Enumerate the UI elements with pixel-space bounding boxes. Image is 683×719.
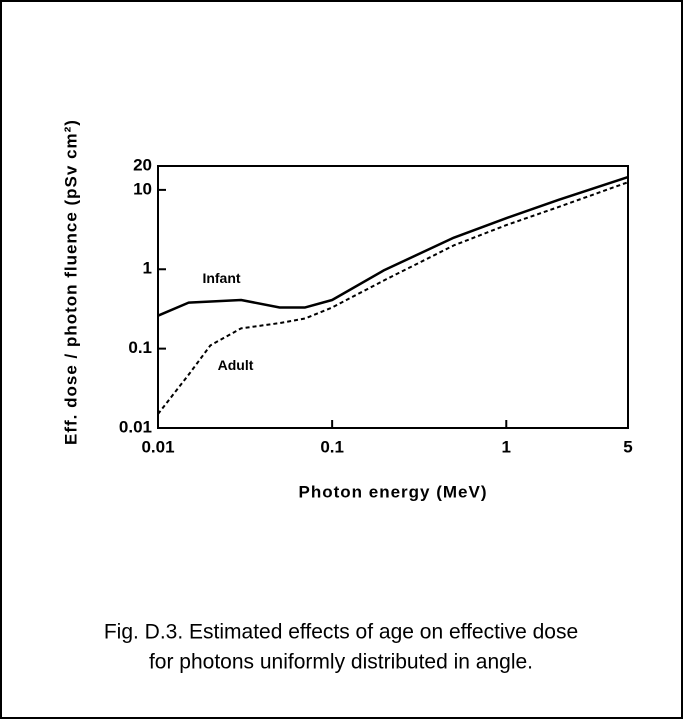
x-axis-label: Photon energy (MeV)	[298, 482, 487, 501]
caption: for photons uniformly distributed in ang…	[149, 651, 533, 674]
x-tick-label: 5	[623, 437, 632, 456]
x-tick-label: 0.1	[320, 437, 344, 456]
line-series	[157, 175, 629, 317]
series-label: Infant	[202, 270, 240, 286]
y-tick-label: 10	[133, 179, 152, 198]
y-axis-label: Eff. dose / photon fluence (pSv cm²)	[61, 119, 80, 445]
x-tick-label: 1	[502, 437, 511, 456]
plot-area	[157, 165, 629, 429]
series-label: Adult	[218, 357, 254, 373]
y-tick-label: 0.01	[119, 417, 152, 436]
x-tick-label: 0.01	[141, 437, 174, 456]
line-series	[157, 181, 629, 415]
y-tick-label: 0.1	[128, 338, 152, 357]
y-tick-label: 20	[133, 155, 152, 174]
y-tick-label: 1	[143, 259, 152, 278]
caption: Fig. D.3. Estimated effects of age on ef…	[104, 621, 578, 644]
